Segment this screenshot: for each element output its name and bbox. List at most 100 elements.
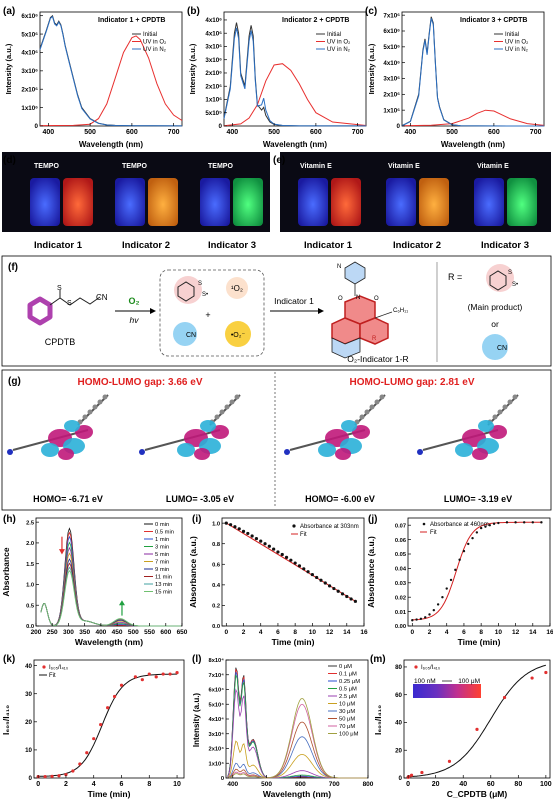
x-tick-label-m: 40 [459,781,467,788]
nitrogen-atom [417,449,423,455]
y-tick-label-i: 0.2 [212,604,220,610]
data-point-i [349,597,353,601]
legend-entry-i: Fit [300,532,307,538]
orbital-lobe [75,425,93,439]
orbital-label-4: LUMO= -3.19 eV [444,494,512,504]
data-point-j [415,618,418,621]
x-tick-label-l: 600 [295,781,306,788]
arrow-down-head-h [58,549,65,555]
y-tick-label-c: 2x10⁶ [383,92,400,99]
data-point-j [479,526,483,530]
x-tick-label-a: 600 [126,129,138,136]
x-tick-label-l: 400 [227,781,238,788]
plot-area-k: 0 2 4 6 8 10 0 10 20 30 40 I₆₀₅/I₄₁₀ Fit [25,663,181,788]
x-tick-label-a: 500 [84,129,96,136]
series-line-h-9 [40,569,181,627]
legend-entry-j: Absorbance at 460nm [430,522,489,528]
photo-label-e-2: Vitamin E [388,163,420,170]
data-point-j [492,522,496,525]
carbon-atom [234,394,240,400]
data-point-i [276,550,280,554]
panel-letter-e: (e) [273,155,285,166]
x-tick-label-l: 800 [363,781,374,788]
y-tick-label-l: 4x10⁴ [209,717,225,723]
y-tick-label-c: 3x10⁶ [383,76,400,83]
legend-entry-a: UV in O₂ [143,40,167,46]
series-line-b-2 [223,27,366,127]
superoxide-glow [225,321,251,347]
orbital-label-2: LUMO= -3.05 eV [166,494,234,504]
plot-frame-m [403,659,551,779]
cyano-radical-glow [173,322,197,346]
y-tick-label-i: 0.4 [212,583,221,589]
legend-entry-m: I₆₀₅/I₄₁₀ [421,665,441,671]
plot-area-b: 400 500 600 700 0 5x10⁵ 1x10⁶ 2x10⁶ 2x10⁶ 3x10⁶ 3x… [205,17,367,136]
x-tick-label-k: 6 [120,781,124,788]
product-o-2: O [374,296,379,302]
x-tick-label-c: 700 [530,129,542,136]
panel-letter-b: (b) [187,6,200,17]
panel-letter-h: (h) [3,514,16,525]
series-line-a-1 [39,35,183,127]
vial-pair-d-2 [115,178,178,226]
panel-g: (g) HOMO-LUMO gap: 3.66 eV HOMO-LUMO gap… [1,369,552,511]
legend-entry-h: 0 min [155,522,169,528]
data-point-i [246,531,250,536]
legend-entry-c: Initial [505,32,519,38]
carbon-atom [219,409,225,415]
panel-b: 400 500 600 700 0 5x10⁵ 1x10⁶ 2x10⁶ 2x10⁶ 3x10⁶ 3x… [187,6,367,149]
carbon-atom [229,399,235,405]
legend-entry-l: 10 μM [339,702,355,708]
y-tick-label-j: 0.02 [395,595,406,601]
cpdtb-bonds [49,290,101,306]
vial-pair-e-3 [474,178,537,226]
orbital-1 [7,394,109,460]
carbon-atom [374,399,380,405]
legend-entry-l: 0.25 μM [339,679,360,685]
x-tick-label-b: 600 [310,129,322,136]
data-point-i [254,536,259,541]
plot-frame-i [221,517,365,627]
skeleton-bond [354,394,386,426]
data-point-i [250,534,254,538]
data-point-j [475,531,479,534]
x-tick-label-j: 4 [445,629,449,636]
series-line-c-2 [401,18,545,127]
carbon-atom [379,394,385,400]
singlet-o2-glow [226,277,248,299]
x-tick-label-m: 100 [540,781,552,788]
skeleton-bond [209,394,241,426]
legend-entry-h: 13 min [155,582,172,588]
data-point-j [522,521,526,524]
data-point-i [280,552,284,557]
legend-swatch-m [414,665,418,669]
y-tick-label-h: 0.5 [26,603,34,609]
y-tick-label-j: 0.03 [395,581,406,587]
x-tick-label-i: 4 [259,629,263,636]
orbital-lobe [352,425,370,439]
panel-d: (d) TEMPO TEMPO TEMPO Indicator 1 Indica… [2,152,270,251]
y-tick-label-a: 5x10⁶ [21,31,38,38]
x-axis-label-c: Wavelength (nm) [441,140,505,149]
cpdtb-s-2: S [67,300,72,307]
fit-line-m [408,664,547,778]
y-tick-label-b: 4x10⁶ [205,17,222,24]
orbital-label-3: HOMO= -6.00 eV [305,494,375,504]
x-axis-label-i: Time (min) [272,637,315,647]
x-tick-label-i: 6 [276,629,280,636]
data-point-k [106,706,110,710]
y-tick-label-k: 30 [25,691,32,698]
data-point-k [57,774,61,778]
legend-entry-c: UV in N₂ [505,47,529,53]
r-cyano-cn: CN [497,345,507,352]
y-tick-label-i: 1.0 [212,521,220,527]
orbital-2 [139,394,241,460]
hv-label: hv [130,315,140,325]
panel-letter-d: (d) [3,155,16,166]
panel-f: (f) S S CN CPDTB O₂ hv S S• ¹O₂ + CN •O₂… [1,255,552,367]
y-tick-label-l: 0 [221,776,224,782]
product-alkyl: C₆H₁₁ [393,308,408,314]
orbital-lobe [211,425,229,439]
y-axis-label-j: Absorbance (a.u.) [366,536,376,608]
y-tick-label-b: 3x10⁶ [205,57,222,64]
